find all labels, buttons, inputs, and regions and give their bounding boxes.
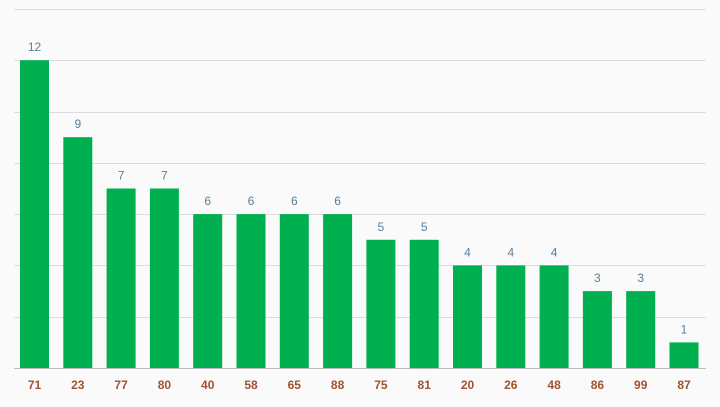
bar-40 <box>193 214 223 368</box>
bar-88 <box>323 214 353 368</box>
bars-layer <box>20 60 699 369</box>
labels-layer: 12 9 7 7 6 6 6 6 5 5 4 4 4 3 3 1 <box>28 40 688 336</box>
bar-value-label: 6 <box>334 194 341 208</box>
bar-value-label: 5 <box>421 220 428 234</box>
bar-86 <box>582 291 612 368</box>
bar-80 <box>149 188 179 368</box>
x-tick-label: 20 <box>461 378 475 392</box>
bar-75 <box>366 239 396 369</box>
bar-value-label: 4 <box>464 245 471 259</box>
bar-99 <box>626 291 656 368</box>
bar-87 <box>669 342 699 368</box>
bar-value-label: 7 <box>161 169 168 183</box>
bar-81 <box>409 239 439 369</box>
bar-23 <box>63 137 93 368</box>
bar-value-label: 7 <box>118 169 125 183</box>
x-tick-label: 23 <box>71 378 85 392</box>
x-axis-ticks: 71 23 77 80 40 58 65 88 75 81 20 26 48 86 99 87 <box>28 378 691 392</box>
bar-48 <box>539 265 569 368</box>
bar-value-label: 3 <box>637 271 644 285</box>
bar-value-label: 6 <box>291 194 298 208</box>
bar-65 <box>279 214 309 368</box>
bar-20 <box>453 265 482 368</box>
x-tick-label: 99 <box>634 378 648 392</box>
bar-value-label: 6 <box>248 194 255 208</box>
bar-71 <box>20 60 49 368</box>
x-tick-label: 75 <box>374 378 388 392</box>
bar-77 <box>106 188 136 368</box>
x-tick-label: 81 <box>418 378 432 392</box>
x-tick-label: 77 <box>114 378 128 392</box>
bar-26 <box>496 265 526 368</box>
x-tick-label: 87 <box>677 378 691 392</box>
x-tick-label: 48 <box>547 378 561 392</box>
bar-value-label: 5 <box>378 220 385 234</box>
x-tick-label: 26 <box>504 378 518 392</box>
x-tick-label: 80 <box>158 378 172 392</box>
bar-value-label: 6 <box>204 194 211 208</box>
bar-value-label: 12 <box>28 40 42 54</box>
x-tick-label: 65 <box>288 378 302 392</box>
x-tick-label: 86 <box>591 378 605 392</box>
x-tick-label: 88 <box>331 378 345 392</box>
bar-value-label: 1 <box>681 322 688 336</box>
bar-value-label: 4 <box>551 245 558 259</box>
x-tick-label: 40 <box>201 378 215 392</box>
x-tick-label: 58 <box>244 378 258 392</box>
x-tick-label: 71 <box>28 378 42 392</box>
bar-value-label: 3 <box>594 271 601 285</box>
bar-value-label: 4 <box>507 245 514 259</box>
bar-58 <box>236 214 266 368</box>
bar-value-label: 9 <box>74 117 81 131</box>
